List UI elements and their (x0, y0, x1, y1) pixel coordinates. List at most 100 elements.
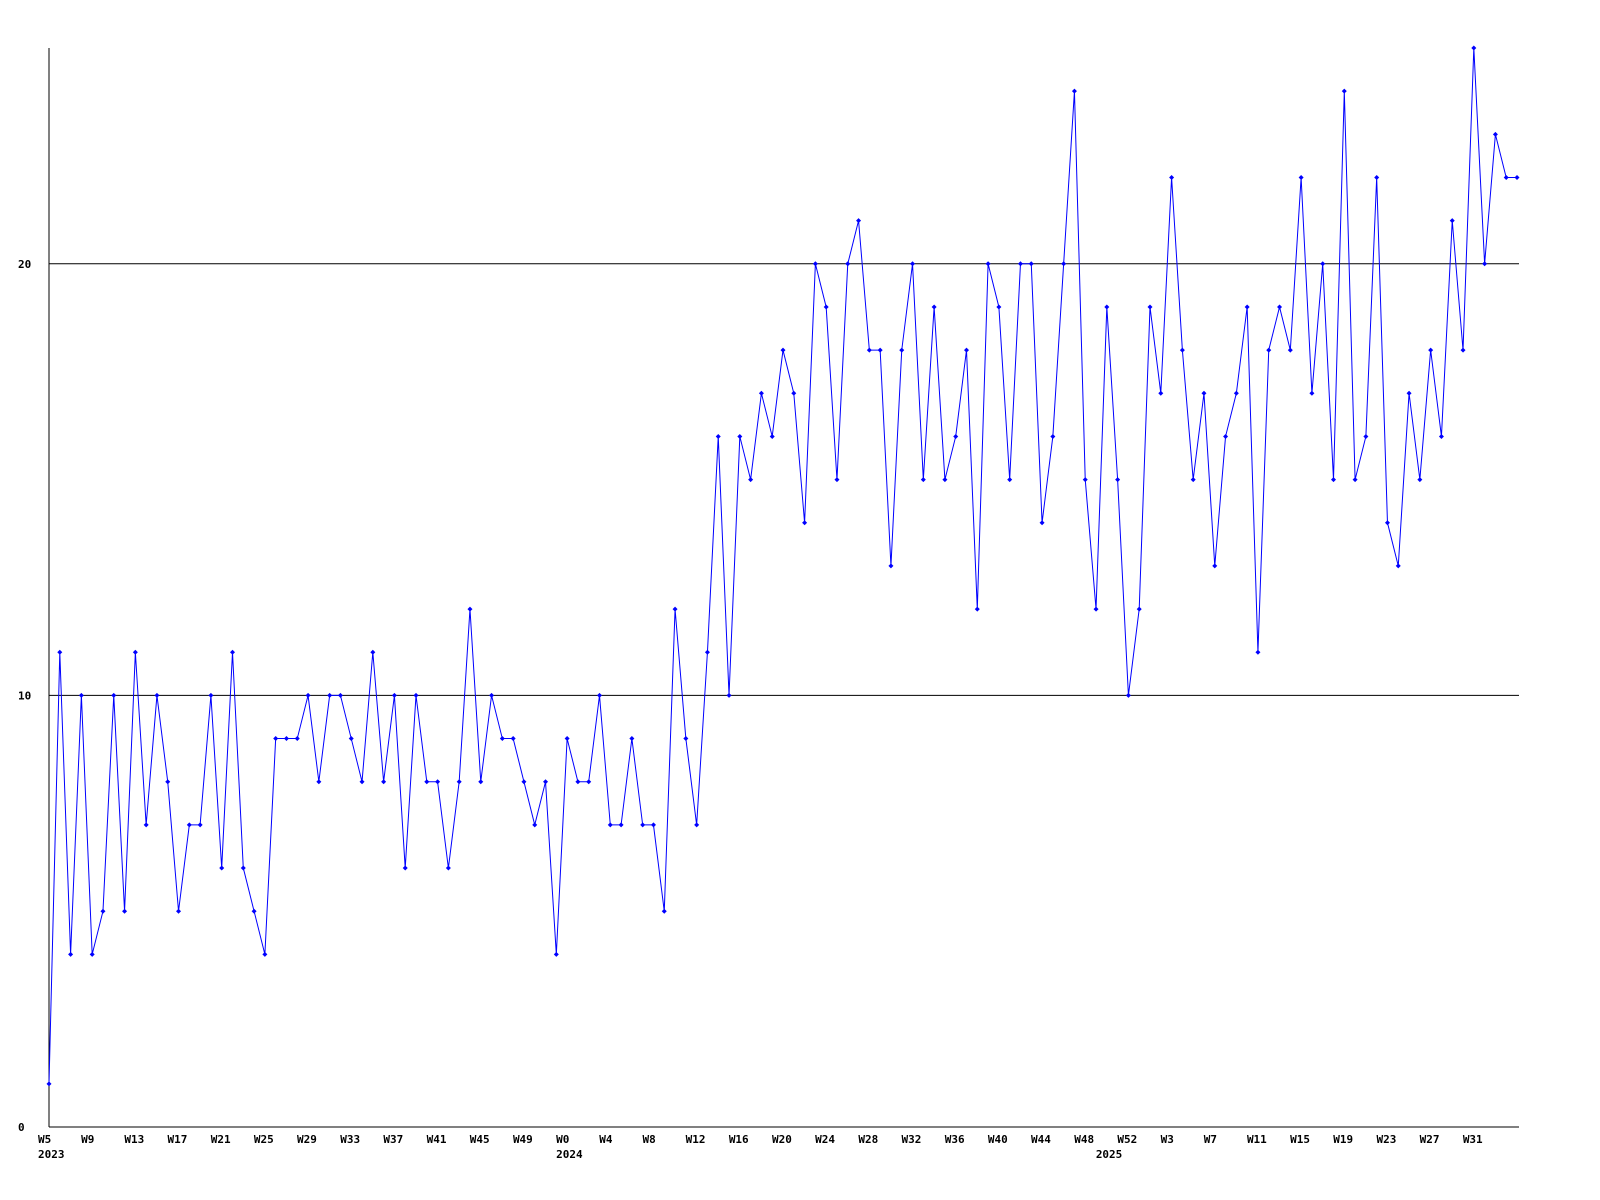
point (294, 736, 300, 742)
point (1082, 477, 1088, 483)
point (1331, 477, 1336, 483)
point (89, 951, 95, 957)
x-tick-label: W21 (211, 1133, 231, 1146)
point (1438, 433, 1444, 439)
point (985, 261, 991, 267)
x-tick-label: W37 (383, 1133, 403, 1146)
point (1028, 261, 1034, 267)
point (586, 779, 592, 785)
point (1050, 433, 1056, 439)
point (57, 649, 63, 655)
point (283, 736, 289, 742)
point (1320, 261, 1326, 267)
y-tick-label: 0 (18, 1121, 25, 1134)
point (1363, 433, 1369, 439)
point (704, 649, 710, 655)
x-tick-label: W11 (1247, 1133, 1267, 1146)
point (1233, 390, 1239, 396)
point (478, 779, 484, 785)
point (143, 822, 149, 828)
point (176, 908, 182, 914)
point (823, 304, 829, 310)
point (640, 822, 646, 828)
x-tick-label: W29 (297, 1133, 317, 1146)
point (1449, 218, 1455, 224)
point (1147, 304, 1153, 310)
point (1223, 433, 1229, 439)
point (856, 218, 862, 224)
point (219, 865, 225, 871)
point (1352, 477, 1358, 483)
point (197, 822, 203, 828)
point (1017, 261, 1023, 267)
point (499, 736, 505, 742)
point (812, 261, 818, 267)
point (866, 347, 872, 353)
x-tick-label: W8 (642, 1133, 655, 1146)
point (672, 606, 678, 612)
point (1374, 174, 1380, 180)
point (964, 347, 969, 353)
x-tick-label: W3 (1161, 1133, 1174, 1146)
point (931, 304, 937, 310)
point (1039, 520, 1045, 526)
point (1395, 563, 1401, 569)
y-tick-label: 20 (18, 258, 31, 271)
point (877, 347, 883, 353)
point (305, 692, 311, 698)
point (165, 779, 171, 785)
point (726, 692, 732, 698)
point (607, 822, 613, 828)
point (1201, 390, 1207, 396)
point (122, 908, 128, 914)
x-tick-label: W52 (1117, 1133, 1137, 1146)
x-tick-label: W31 (1463, 1133, 1483, 1146)
point (132, 649, 138, 655)
point (780, 347, 786, 353)
point (467, 606, 473, 612)
point (650, 822, 656, 828)
point (802, 520, 808, 526)
point (1158, 390, 1164, 396)
point (1309, 390, 1315, 396)
point (186, 822, 192, 828)
point (78, 692, 84, 698)
point (1125, 692, 1131, 698)
point (1244, 304, 1250, 310)
point (1460, 347, 1466, 353)
point (910, 261, 916, 267)
x-tick-label: W24 (815, 1133, 835, 1146)
x-tick-label: W36 (945, 1133, 965, 1146)
point (208, 692, 214, 698)
point (316, 779, 322, 785)
point (758, 390, 764, 396)
x-tick-label: W41 (427, 1133, 447, 1146)
point (521, 779, 527, 785)
point (1136, 606, 1142, 612)
point (597, 692, 602, 698)
point (694, 822, 700, 828)
x-tick-label: W25 (254, 1133, 274, 1146)
point (1266, 347, 1272, 353)
point (1007, 477, 1013, 483)
x-tick-label: W20 (772, 1133, 792, 1146)
point (46, 1081, 52, 1087)
x-tick-label: W12 (686, 1133, 706, 1146)
point (273, 736, 279, 742)
point (618, 822, 624, 828)
point (1179, 347, 1185, 353)
point (683, 736, 689, 742)
point (575, 779, 581, 785)
point (1341, 88, 1347, 94)
point (391, 692, 397, 698)
x-tick-label: W13 (124, 1133, 144, 1146)
point (100, 908, 106, 914)
point (154, 692, 160, 698)
point (1071, 88, 1077, 94)
x-tick-label: W28 (858, 1133, 878, 1146)
point (661, 908, 667, 914)
point (1115, 477, 1121, 483)
point (1061, 261, 1067, 267)
